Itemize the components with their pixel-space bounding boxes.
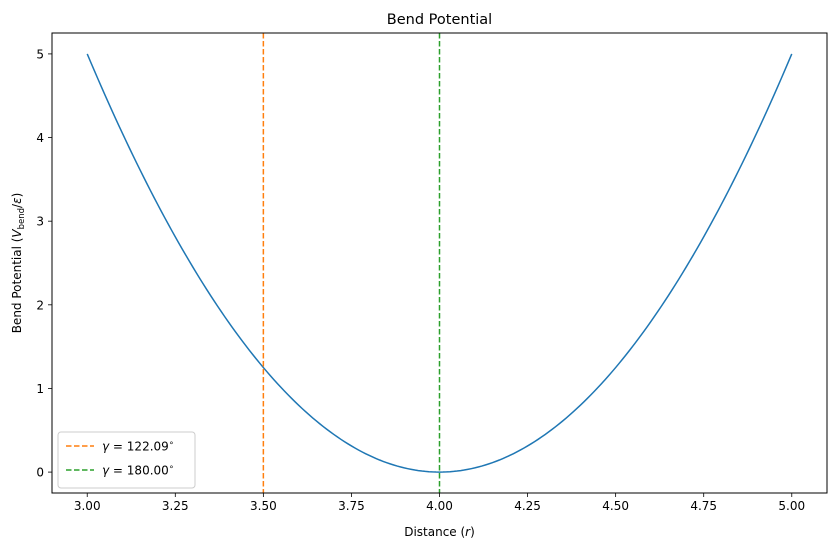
x-tick-label: 3.50 — [250, 499, 277, 513]
y-tick-label: 5 — [36, 47, 44, 61]
x-axis-ticks: 3.00 3.25 3.50 3.75 4.00 4.25 4.50 4.75 5.00 — [74, 493, 805, 513]
x-axis-label: Distance (r) — [404, 525, 475, 539]
y-axis-ticks: 0 1 2 3 4 5 — [36, 47, 52, 480]
legend-entry-label: γ = 122.09∘ — [102, 439, 174, 454]
y-tick-label: 0 — [36, 466, 44, 480]
plot-marks — [86, 33, 793, 493]
x-tick-label: 4.25 — [514, 499, 541, 513]
x-tick-label: 4.75 — [690, 499, 717, 513]
chart-title: Bend Potential — [387, 12, 492, 28]
legend: γ = 122.09∘ γ = 180.00∘ — [57, 431, 196, 489]
y-tick-label: 2 — [36, 298, 44, 312]
y-axis-label: Bend Potential (Vbend/ε) — [10, 193, 27, 334]
x-tick-label: 4.00 — [426, 499, 453, 513]
x-tick-label: 3.00 — [74, 499, 101, 513]
y-tick-label: 3 — [36, 215, 44, 229]
x-tick-label: 3.75 — [338, 499, 365, 513]
x-tick-label: 3.25 — [162, 499, 189, 513]
y-tick-label: 1 — [36, 382, 44, 396]
x-tick-label: 4.50 — [602, 499, 629, 513]
x-tick-label: 5.00 — [778, 499, 805, 513]
series-line-0 — [86, 53, 793, 473]
y-tick-label: 4 — [36, 131, 44, 145]
legend-entry-label: γ = 180.00∘ — [102, 463, 174, 478]
